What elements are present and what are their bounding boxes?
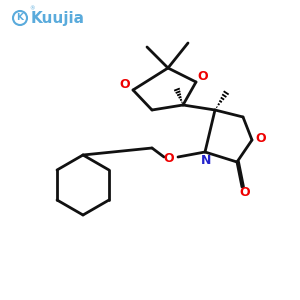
Text: Kuujia: Kuujia [31, 11, 85, 26]
Text: N: N [201, 154, 211, 166]
Text: O: O [120, 79, 130, 92]
Text: O: O [198, 70, 208, 83]
Text: O: O [240, 185, 250, 199]
Text: K: K [16, 14, 23, 22]
Text: O: O [164, 152, 174, 166]
Text: O: O [256, 133, 266, 146]
Text: ®: ® [29, 7, 34, 11]
